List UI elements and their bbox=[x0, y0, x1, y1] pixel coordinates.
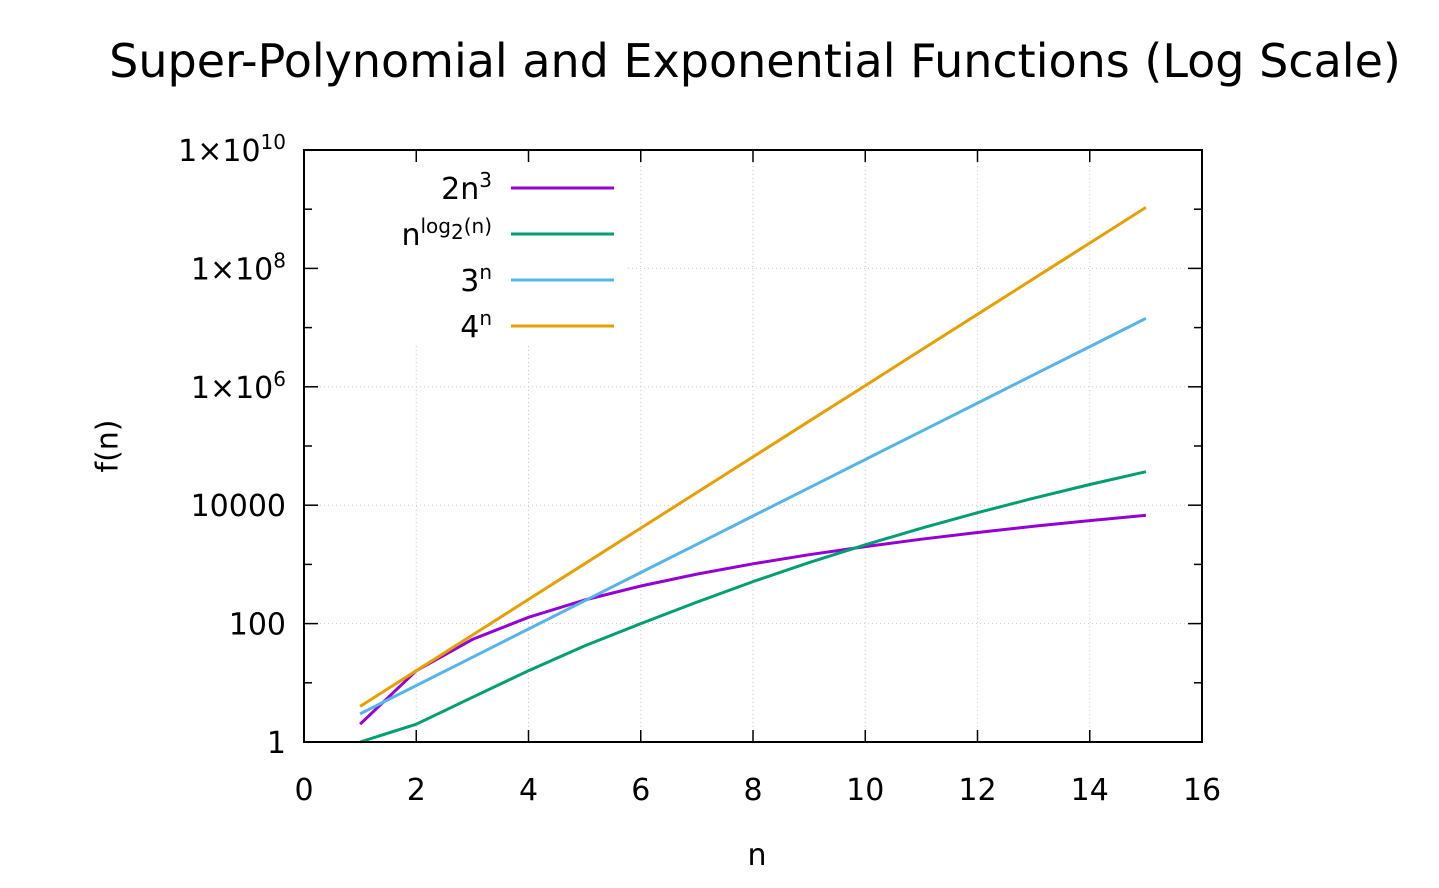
legend-label: nlog2(n) bbox=[401, 214, 492, 253]
x-tick-label: 6 bbox=[631, 773, 650, 808]
series-line bbox=[359, 513, 1147, 726]
y-tick-label: 100 bbox=[229, 608, 286, 643]
axis-ticks: 0 2 4 6 8 10 12 14 16 1 100 10000 1×106 1×108 1×1010 bbox=[178, 130, 1221, 808]
series-line bbox=[359, 316, 1147, 716]
series-lines bbox=[359, 206, 1147, 744]
y-tick-label: 1×108 bbox=[191, 248, 286, 287]
x-tick-label: 4 bbox=[519, 773, 538, 808]
legend-label: 4n bbox=[460, 306, 492, 345]
chart-title: Super-Polynomial and Exponential Functio… bbox=[109, 34, 1401, 88]
legend-label: 3n bbox=[460, 260, 492, 299]
x-tick-label: 10 bbox=[846, 773, 884, 808]
series-line bbox=[359, 470, 1147, 744]
x-axis-label: n bbox=[747, 838, 767, 873]
legend-background bbox=[306, 152, 626, 344]
x-tick-label: 8 bbox=[743, 773, 762, 808]
grid-lines bbox=[304, 150, 1202, 742]
x-tick-label: 2 bbox=[407, 773, 426, 808]
x-tick-label: 0 bbox=[294, 773, 313, 808]
y-tick-label: 1×1010 bbox=[178, 130, 286, 169]
legend-label: 2n3 bbox=[441, 168, 492, 207]
series-line bbox=[359, 206, 1147, 708]
legend: 2n3 nlog2(n) 3n 4n bbox=[401, 168, 614, 345]
y-tick-label: 1 bbox=[267, 726, 286, 761]
x-tick-label: 12 bbox=[958, 773, 996, 808]
y-tick-label: 1×106 bbox=[191, 367, 286, 406]
x-tick-label: 16 bbox=[1183, 773, 1221, 808]
plot-frame bbox=[303, 149, 1203, 743]
y-tick-label: 10000 bbox=[191, 489, 286, 524]
x-tick-label: 14 bbox=[1071, 773, 1109, 808]
